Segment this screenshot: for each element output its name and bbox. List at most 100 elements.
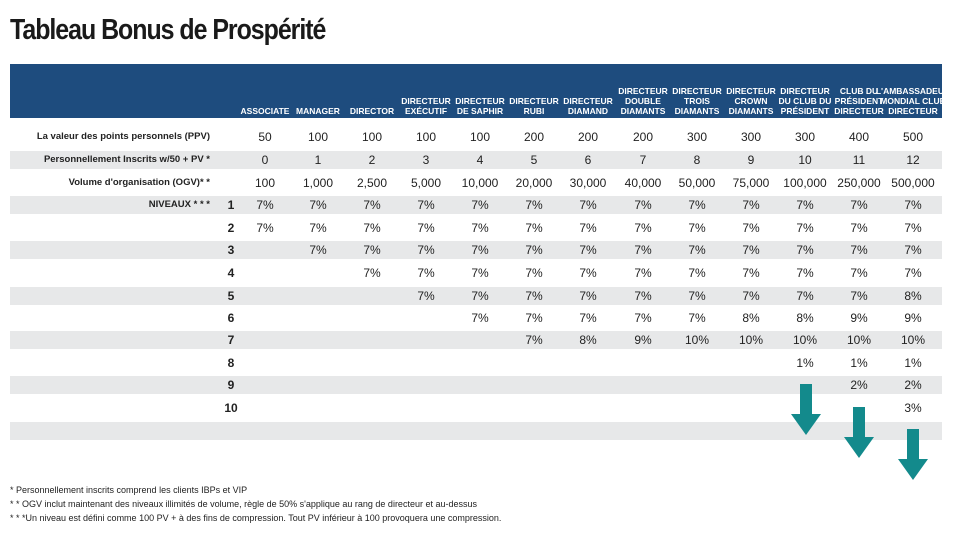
table-cell: 10,000 xyxy=(461,176,499,190)
table-cell: 7% xyxy=(363,221,381,235)
table-cell: 7% xyxy=(904,198,922,212)
table-cell: 200 xyxy=(523,130,545,144)
table-cell: 7% xyxy=(688,243,706,257)
table-cell: 2% xyxy=(850,378,868,392)
table-cell: 9 xyxy=(747,153,755,167)
table-cell: 2,500 xyxy=(356,176,388,190)
table-cell: 7% xyxy=(309,198,327,212)
table-cell: 7% xyxy=(417,266,435,280)
table-cell: 8 xyxy=(693,153,701,167)
table-cell: 7% xyxy=(471,221,489,235)
table-cell: 1% xyxy=(904,356,922,370)
table-cell: 7% xyxy=(363,198,381,212)
table-cell: 9% xyxy=(634,333,652,347)
table-cell: 50,000 xyxy=(678,176,716,190)
table-cell: 10% xyxy=(738,333,764,347)
table-cell: 7% xyxy=(417,221,435,235)
level-number: 8 xyxy=(227,356,235,370)
table-cell: 7% xyxy=(417,289,435,303)
table-cell: 7% xyxy=(309,221,327,235)
table-cell: 7% xyxy=(256,221,274,235)
table-cell: 7% xyxy=(634,221,652,235)
column-header: DIRECTEUR CROWN DIAMANTS xyxy=(726,86,776,116)
column-header: DIRECTEUR DIAMAND xyxy=(563,96,613,116)
table-cell: 7% xyxy=(634,243,652,257)
down-arrow-icon xyxy=(791,384,821,435)
table-cell: 2% xyxy=(904,378,922,392)
table-cell: 50 xyxy=(258,130,272,144)
table-cell: 7% xyxy=(796,198,814,212)
table-cell: 6 xyxy=(584,153,592,167)
table-cell: 7% xyxy=(525,311,543,325)
table-cell: 300 xyxy=(686,130,708,144)
level-number: 5 xyxy=(227,289,235,303)
table-row: 3 7% 7% 7% 7% 7% 7% 7% 7% 7% 7% 7% 7% xyxy=(10,241,942,259)
table-cell: 10% xyxy=(846,333,872,347)
table-cell: 7% xyxy=(579,311,597,325)
footnotes: * Personnellement inscrits comprend les … xyxy=(10,483,501,525)
table-cell: 7% xyxy=(525,333,543,347)
table-cell: 7% xyxy=(579,243,597,257)
table-cell: 100 xyxy=(361,130,383,144)
table-cell: 1 xyxy=(314,153,322,167)
footnote: * * OGV inclut maintenant des niveaux il… xyxy=(10,499,477,509)
table-cell: 7% xyxy=(525,198,543,212)
table-cell: 500 xyxy=(902,130,924,144)
table-row: La valeur des points personnels (PPV) 50 1… xyxy=(10,128,942,146)
table-row: 9 2% 2% xyxy=(10,376,942,394)
column-header: DIRECTEUR RUBI xyxy=(509,96,559,116)
table-cell: 7% xyxy=(742,289,760,303)
level-number: 10 xyxy=(224,401,238,415)
table-cell: 9% xyxy=(904,311,922,325)
table-cell: 7% xyxy=(525,221,543,235)
row-label: La valeur des points personnels (PPV) xyxy=(36,131,210,142)
table-row: 5 7% 7% 7% 7% 7% 7% 7% 7% 7% 8% xyxy=(10,287,942,305)
table-cell: 7% xyxy=(688,311,706,325)
table-cell: 20,000 xyxy=(515,176,553,190)
row-label: Personnellement Inscrits w/50 + PV * xyxy=(43,154,210,165)
table-cell: 8% xyxy=(742,311,760,325)
row-label: Volume d'organisation (OGV)* * xyxy=(68,177,210,188)
column-header: DIRECTEUR DOUBLE DIAMANTS xyxy=(618,86,668,116)
table-row: 4 7% 7% 7% 7% 7% 7% 7% 7% 7% 7% 7% xyxy=(10,264,942,282)
table-cell: 200 xyxy=(632,130,654,144)
table-row: 8 1% 1% 1% xyxy=(10,354,942,372)
table-cell: 8% xyxy=(904,289,922,303)
table-cell: 100 xyxy=(415,130,437,144)
table-cell: 7% xyxy=(742,243,760,257)
table-cell: 7% xyxy=(363,266,381,280)
table-cell: 7% xyxy=(796,266,814,280)
column-header: MANAGER xyxy=(296,106,340,116)
column-header: DIRECTEUR DU CLUB DU PRÉSIDENT xyxy=(778,86,832,116)
table-cell: 8% xyxy=(579,333,597,347)
column-header: L'AMBASSADEUR MONDIAL CLUB DIRECTEUR xyxy=(875,86,951,116)
table-cell: 3 xyxy=(422,153,430,167)
table-cell: 100 xyxy=(307,130,329,144)
table-cell: 7% xyxy=(742,221,760,235)
table-cell: 7% xyxy=(850,289,868,303)
table-cell: 7% xyxy=(688,198,706,212)
table-cell: 10% xyxy=(684,333,710,347)
table-cell: 7% xyxy=(688,289,706,303)
table-cell: 7% xyxy=(256,198,274,212)
table-cell: 40,000 xyxy=(624,176,662,190)
table-cell: 7% xyxy=(471,198,489,212)
down-arrow-icon xyxy=(844,407,874,458)
table-cell: 7 xyxy=(639,153,647,167)
table-cell: 300 xyxy=(740,130,762,144)
table-cell: 7% xyxy=(850,243,868,257)
table-cell: 7% xyxy=(525,243,543,257)
table-cell: 30,000 xyxy=(569,176,607,190)
table-row: 10 3% xyxy=(10,399,942,417)
table-cell: 500,000 xyxy=(891,176,935,190)
table-cell: 7% xyxy=(742,266,760,280)
levels-label: NIVEAUX * * * xyxy=(148,199,210,210)
table-cell: 7% xyxy=(634,311,652,325)
footnote: * Personnellement inscrits comprend les … xyxy=(10,485,248,495)
table-cell: 12 xyxy=(906,153,920,167)
table-cell: 7% xyxy=(417,198,435,212)
table-cell: 7% xyxy=(634,266,652,280)
table-cell: 7% xyxy=(579,289,597,303)
table-cell: 7% xyxy=(471,289,489,303)
table-cell: 7% xyxy=(634,198,652,212)
